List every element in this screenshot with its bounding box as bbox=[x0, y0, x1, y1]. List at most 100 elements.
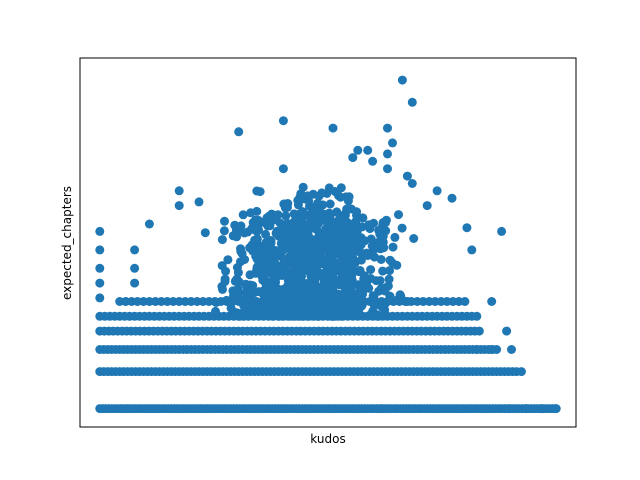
data-point bbox=[228, 231, 238, 241]
data-point bbox=[312, 266, 322, 276]
data-point bbox=[370, 252, 379, 262]
data-point bbox=[294, 240, 304, 250]
data-point bbox=[317, 311, 327, 321]
data-point bbox=[343, 265, 353, 274]
data-point bbox=[472, 311, 482, 321]
data-point bbox=[487, 297, 497, 306]
scatter-points bbox=[95, 75, 561, 414]
data-point bbox=[332, 207, 342, 217]
data-point bbox=[95, 293, 105, 303]
data-point bbox=[474, 326, 484, 336]
data-point bbox=[335, 257, 345, 267]
data-point bbox=[271, 268, 281, 278]
data-point bbox=[402, 171, 412, 181]
data-point bbox=[337, 232, 347, 242]
data-point bbox=[290, 230, 300, 240]
data-point bbox=[348, 153, 358, 163]
data-point bbox=[313, 198, 323, 208]
data-point bbox=[298, 207, 308, 217]
data-point bbox=[487, 345, 497, 354]
data-point bbox=[368, 291, 378, 301]
data-point bbox=[230, 276, 240, 286]
data-point bbox=[255, 187, 265, 197]
data-point bbox=[281, 222, 291, 232]
data-point bbox=[221, 266, 231, 276]
data-point bbox=[200, 228, 210, 238]
data-point bbox=[302, 305, 312, 314]
data-point bbox=[394, 210, 403, 220]
data-point bbox=[239, 228, 249, 238]
data-point bbox=[353, 291, 363, 301]
data-point bbox=[286, 284, 296, 293]
data-point bbox=[278, 116, 288, 126]
data-point bbox=[219, 226, 229, 236]
data-point bbox=[250, 215, 260, 225]
data-point bbox=[95, 263, 105, 273]
data-point bbox=[343, 196, 353, 206]
data-point bbox=[130, 245, 140, 255]
data-point bbox=[360, 236, 370, 246]
data-point bbox=[326, 227, 336, 237]
data-point bbox=[236, 257, 245, 267]
data-point bbox=[241, 279, 251, 289]
data-point bbox=[307, 281, 317, 291]
data-point bbox=[378, 231, 388, 241]
data-point bbox=[284, 259, 294, 269]
data-point bbox=[249, 225, 259, 235]
data-point bbox=[383, 281, 393, 291]
data-point bbox=[342, 204, 352, 214]
data-point bbox=[252, 303, 262, 312]
data-point bbox=[301, 227, 311, 237]
data-point bbox=[260, 271, 269, 281]
data-point bbox=[521, 404, 531, 414]
data-point bbox=[298, 182, 308, 192]
data-point bbox=[270, 258, 280, 268]
data-point bbox=[403, 297, 413, 306]
data-point bbox=[130, 278, 140, 288]
data-point bbox=[299, 265, 309, 275]
data-point bbox=[234, 127, 244, 137]
data-point bbox=[372, 242, 382, 252]
data-point bbox=[355, 247, 365, 257]
data-point bbox=[144, 219, 154, 229]
data-point bbox=[317, 236, 327, 246]
data-point bbox=[344, 219, 354, 228]
data-point bbox=[248, 288, 258, 298]
data-point bbox=[422, 201, 432, 211]
data-point bbox=[237, 308, 247, 318]
data-point bbox=[343, 239, 353, 249]
data-point bbox=[497, 226, 507, 236]
data-point bbox=[95, 245, 105, 255]
data-point bbox=[397, 223, 407, 233]
data-point bbox=[333, 289, 343, 299]
data-point bbox=[217, 235, 227, 245]
data-point bbox=[340, 297, 350, 307]
data-point bbox=[308, 189, 318, 199]
data-point bbox=[330, 187, 340, 196]
data-point bbox=[356, 283, 366, 293]
data-point bbox=[174, 186, 184, 196]
data-point bbox=[462, 223, 472, 233]
data-point bbox=[295, 285, 305, 294]
x-axis-label: kudos bbox=[310, 432, 345, 446]
data-point bbox=[295, 192, 305, 202]
data-point bbox=[211, 306, 220, 316]
data-point bbox=[235, 288, 244, 298]
data-point bbox=[194, 197, 204, 207]
y-axis-label: expected_chapters bbox=[60, 186, 74, 300]
data-point bbox=[325, 211, 335, 221]
data-point bbox=[283, 268, 292, 278]
data-point bbox=[308, 243, 318, 253]
data-point bbox=[328, 123, 338, 133]
data-point bbox=[330, 305, 340, 315]
data-point bbox=[516, 367, 526, 377]
data-point bbox=[250, 235, 260, 245]
data-point bbox=[359, 271, 369, 281]
data-point bbox=[294, 278, 304, 288]
plot-frame bbox=[79, 57, 577, 428]
data-point bbox=[378, 266, 388, 276]
data-point bbox=[236, 221, 246, 231]
data-point bbox=[372, 310, 382, 320]
data-point bbox=[130, 263, 140, 273]
data-point bbox=[223, 255, 233, 265]
